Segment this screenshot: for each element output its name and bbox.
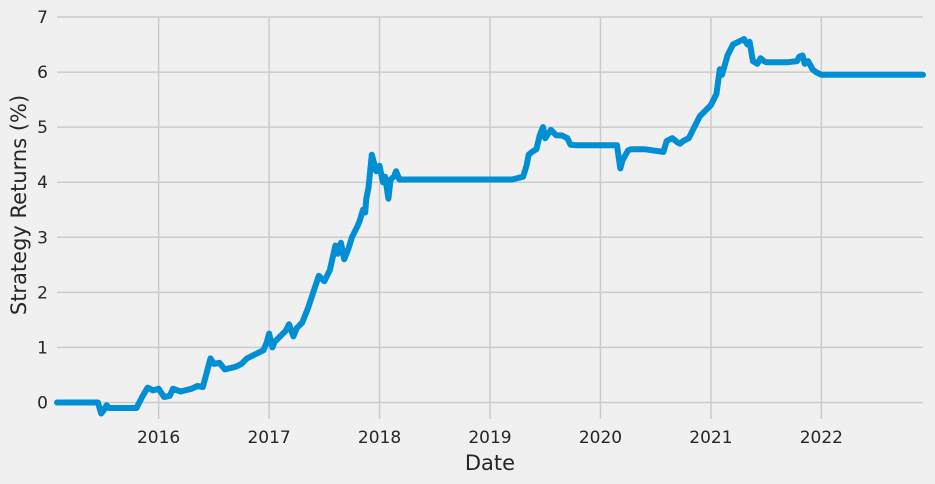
y-tick-label: 0	[37, 393, 48, 413]
y-tick-label: 7	[37, 8, 48, 28]
y-tick-labels: 0 1 2 3 4 5 6 7	[37, 8, 48, 413]
y-tick-label: 4	[37, 173, 48, 193]
x-tick-label: 2019	[468, 428, 511, 448]
x-axis-title: Date	[465, 451, 515, 475]
y-tick-label: 6	[37, 63, 48, 83]
y-axis-title: Strategy Returns (%)	[7, 95, 31, 315]
x-tick-label: 2021	[689, 428, 732, 448]
y-tick-label: 2	[37, 283, 48, 303]
y-tick-label: 1	[37, 338, 48, 358]
series-line-strategy-returns	[54, 36, 926, 417]
x-tick-label: 2018	[358, 428, 401, 448]
y-tick-label: 5	[37, 118, 48, 138]
x-tick-label: 2022	[800, 428, 843, 448]
x-tick-label: 2017	[247, 428, 290, 448]
x-tick-label: 2020	[579, 428, 622, 448]
x-gridlines	[157, 17, 823, 419]
y-tick-label: 3	[37, 228, 48, 248]
x-tick-label: 2016	[137, 428, 180, 448]
x-tick-labels: 2016 2017 2018 2019 2020 2021 2022	[137, 428, 843, 448]
